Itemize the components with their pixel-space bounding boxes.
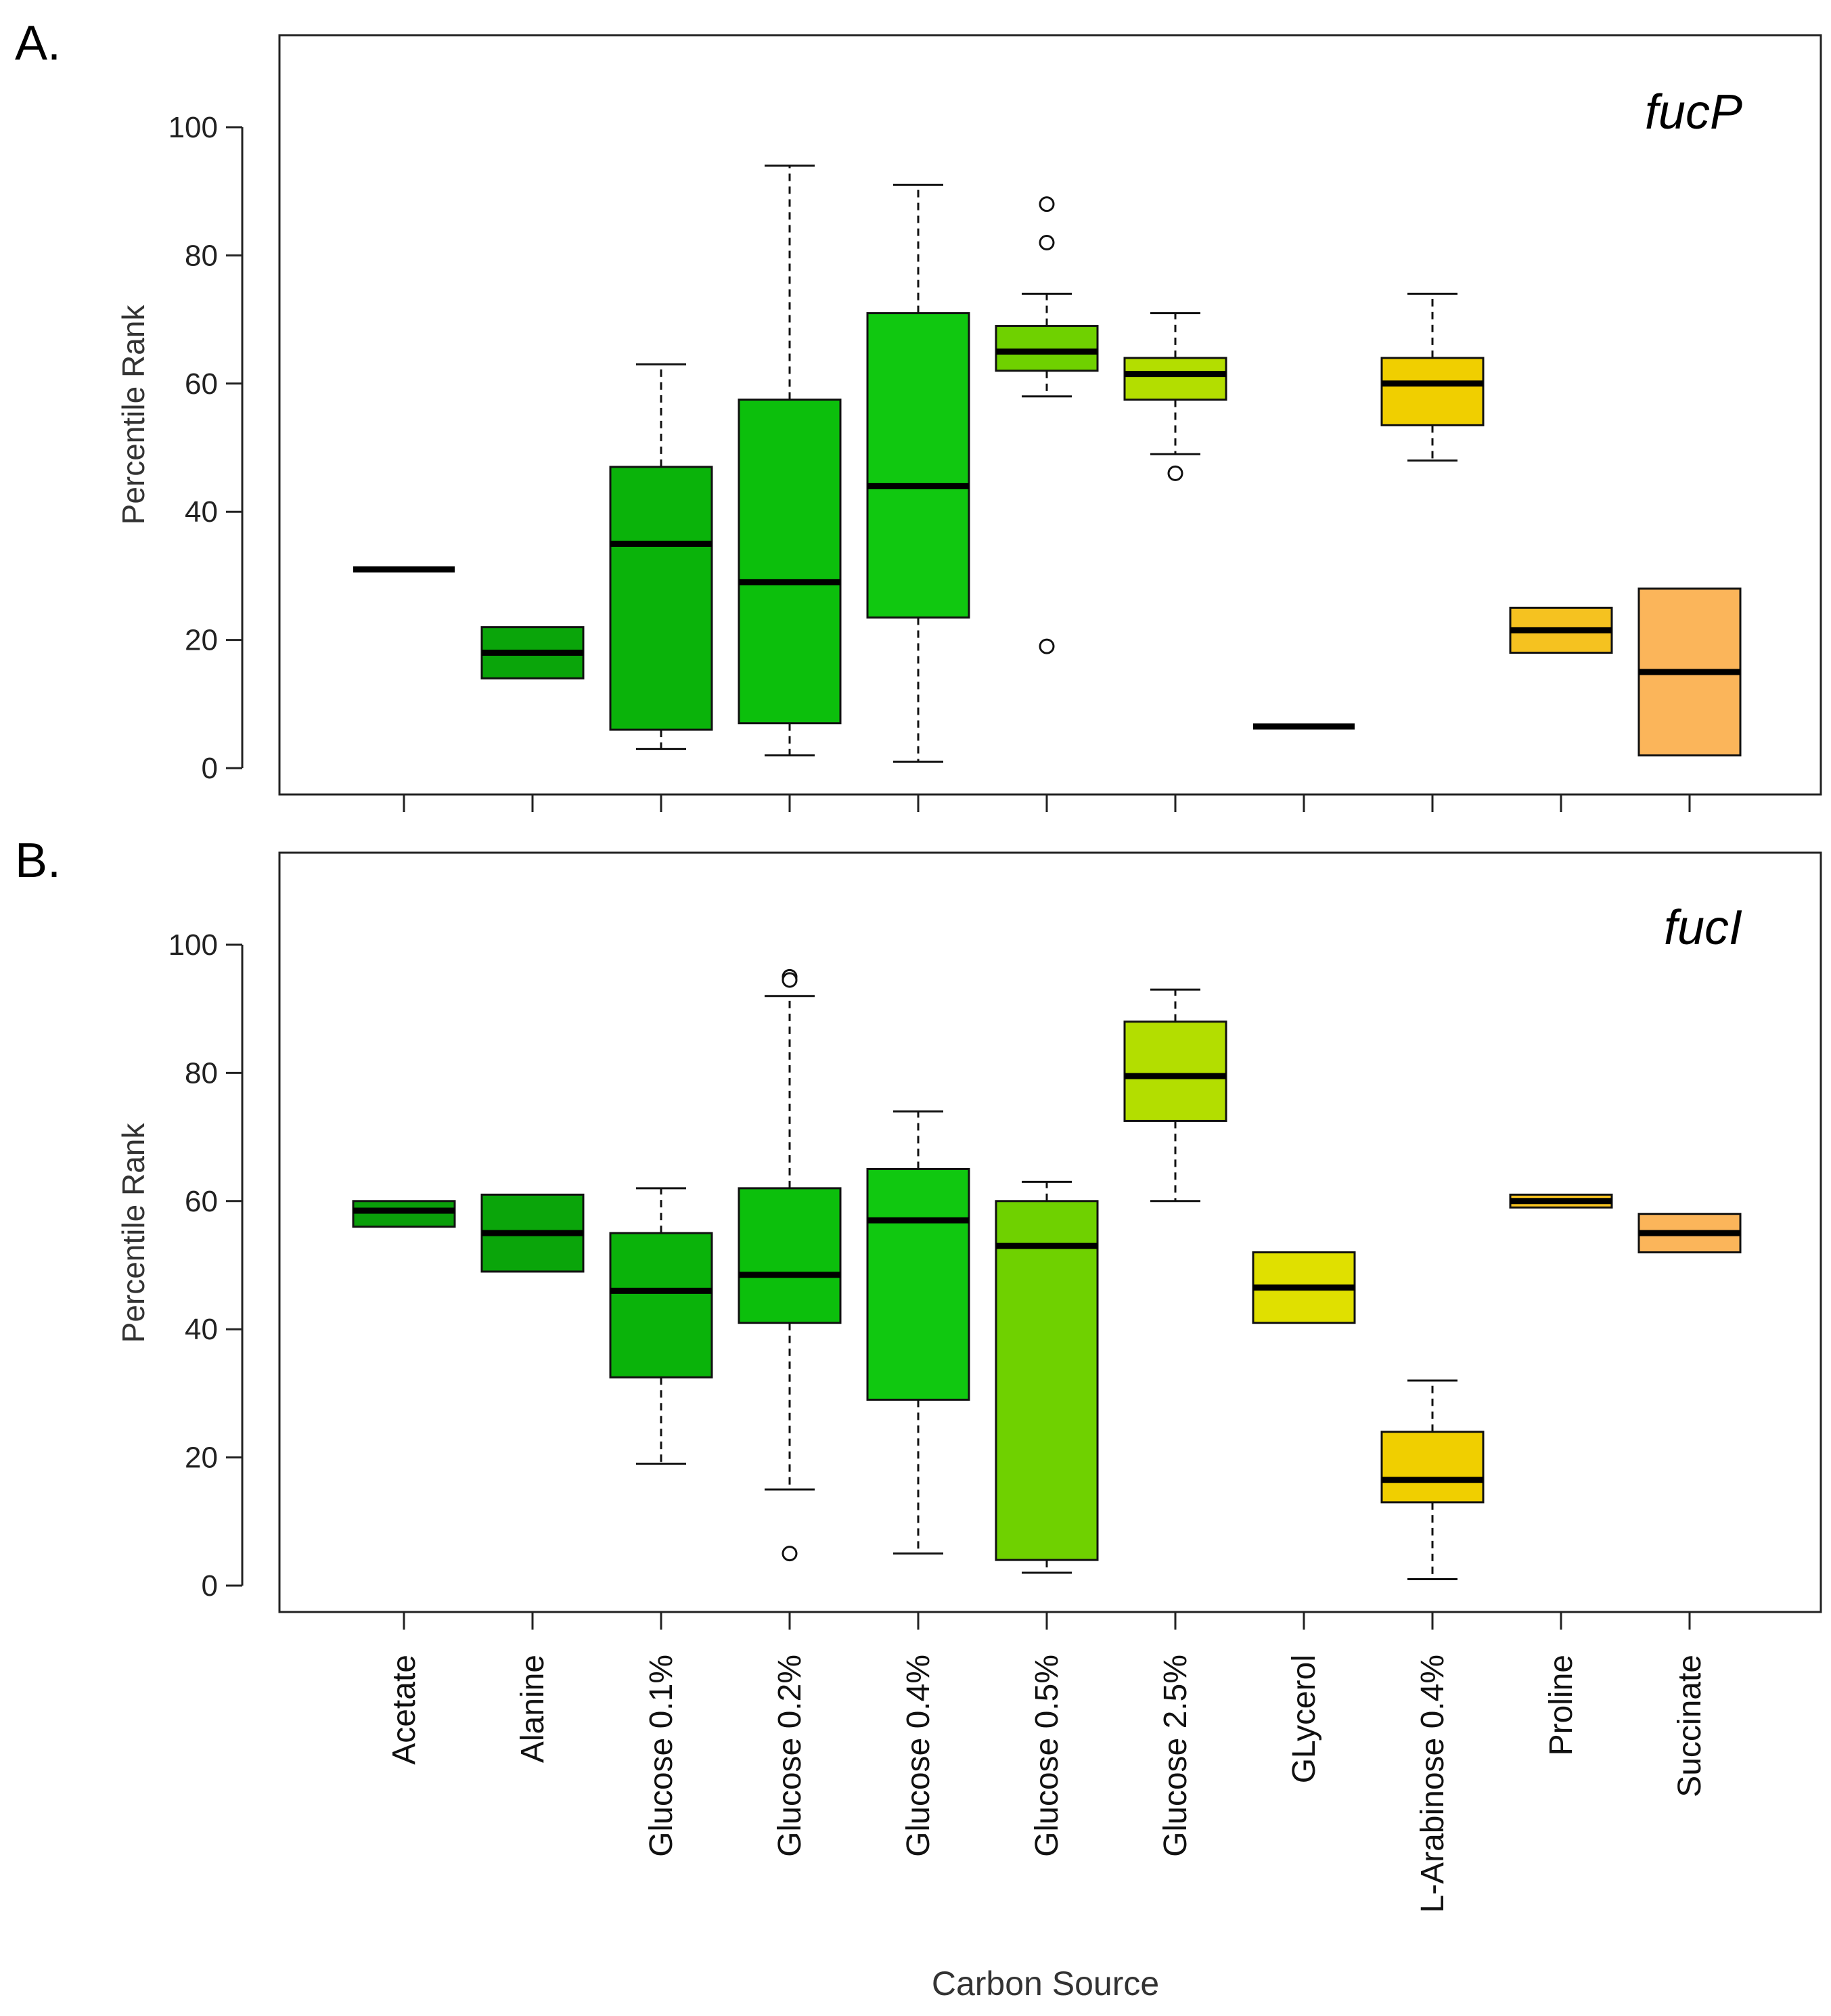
panel-b-letter: B. <box>15 834 61 888</box>
panel-a-gene-label: fucP <box>1645 85 1742 139</box>
y-tick-label: 100 <box>168 111 218 144</box>
box-1 <box>352 1200 456 1228</box>
y-tick-label: 40 <box>185 495 218 529</box>
y-tick-label: 60 <box>185 367 218 401</box>
outlier-point <box>782 972 798 988</box>
box-6 <box>995 196 1099 654</box>
y-tick-label: 0 <box>202 1569 218 1603</box>
box-11 <box>1637 587 1742 757</box>
box-2 <box>480 1193 585 1273</box>
y-tick-label: 20 <box>185 624 218 657</box>
y-tick-label: 0 <box>202 752 218 785</box>
box-9 <box>1380 1379 1485 1581</box>
box-iqr <box>1123 1021 1227 1122</box>
x-category-label: Alanine <box>515 1655 551 1763</box>
panel-b-frame <box>278 851 1822 1613</box>
x-category-label: Acetate <box>386 1655 422 1765</box>
box-6 <box>995 1180 1099 1574</box>
box-iqr <box>995 325 1099 372</box>
outlier-point <box>1039 196 1055 212</box>
panel-b-gene-label: fucI <box>1664 901 1742 955</box>
box-iqr <box>1380 357 1485 426</box>
box-3 <box>609 363 713 751</box>
x-axis-title: Carbon Source <box>932 1965 1159 2002</box>
x-category-label: Glucose 2.5% <box>1158 1655 1194 1857</box>
x-category-label: Glucose 0.1% <box>643 1655 679 1857</box>
box-2 <box>480 626 585 679</box>
panel-b-y-axis-title: Percentile Rank <box>116 1123 151 1343</box>
box-10 <box>1509 1193 1613 1209</box>
box-5 <box>866 183 970 763</box>
panel-a-letter: A. <box>15 16 61 70</box>
outlier-point <box>1039 638 1055 654</box>
panel-a-x-ticks <box>403 794 1691 812</box>
box-iqr <box>866 312 970 619</box>
x-category-label: Proline <box>1543 1655 1579 1755</box>
box-iqr <box>609 1232 713 1379</box>
box-10 <box>1509 606 1613 654</box>
outlier-point <box>1167 465 1183 481</box>
box-9 <box>1380 292 1485 462</box>
y-tick-label: 20 <box>185 1441 218 1475</box>
x-category-label: Glucose 0.2% <box>772 1655 808 1857</box>
box-4 <box>738 968 842 1562</box>
box-iqr <box>1380 1431 1485 1504</box>
box-iqr <box>738 398 842 725</box>
x-category-label: GLycerol <box>1286 1655 1322 1783</box>
panel-b-x-ticks <box>403 1612 1691 1630</box>
outlier-point <box>1039 234 1055 250</box>
x-category-label: Succinate <box>1672 1655 1708 1797</box>
box-8 <box>1252 1251 1356 1324</box>
box-7 <box>1123 312 1227 481</box>
x-category-label: L-Arabinose 0.4% <box>1415 1655 1451 1913</box>
panel-b: B. fucI Percentile Rank 0 20 40 60 80 100 <box>15 834 1822 1630</box>
y-tick-label: 80 <box>185 239 218 272</box>
box-iqr <box>609 466 713 731</box>
y-tick-label: 80 <box>185 1056 218 1090</box>
box-iqr <box>738 1187 842 1324</box>
box-4 <box>738 164 842 757</box>
box-iqr <box>352 1200 456 1228</box>
y-tick-label: 60 <box>185 1185 218 1218</box>
panel-a-y-axis: 0 20 40 60 80 100 <box>168 111 244 785</box>
box-11 <box>1637 1213 1742 1254</box>
panel-a-plot-area <box>353 164 1742 763</box>
box-iqr <box>995 1200 1099 1561</box>
box-iqr <box>1123 357 1227 401</box>
y-tick-label: 100 <box>168 928 218 962</box>
panel-a-y-axis-title: Percentile Rank <box>116 305 151 525</box>
panel-b-y-axis: 0 20 40 60 80 100 <box>168 928 244 1603</box>
x-category-label: Glucose 0.5% <box>1029 1655 1065 1857</box>
x-category-labels: Acetate Alanine Glucose 0.1% Glucose 0.2% Gl… <box>386 1655 1708 1913</box>
panel-b-plot-area <box>352 968 1742 1581</box>
panel-a: A. fucP Percentile Rank 0 20 40 60 80 100 <box>15 16 1822 812</box>
box-iqr <box>866 1167 970 1401</box>
panel-a-frame <box>278 34 1822 796</box>
box-3 <box>609 1187 713 1465</box>
x-category-label: Glucose 0.4% <box>901 1655 936 1857</box>
outlier-point <box>782 1546 798 1562</box>
y-tick-label: 40 <box>185 1313 218 1346</box>
box-5 <box>866 1110 970 1555</box>
box-7 <box>1123 988 1227 1203</box>
